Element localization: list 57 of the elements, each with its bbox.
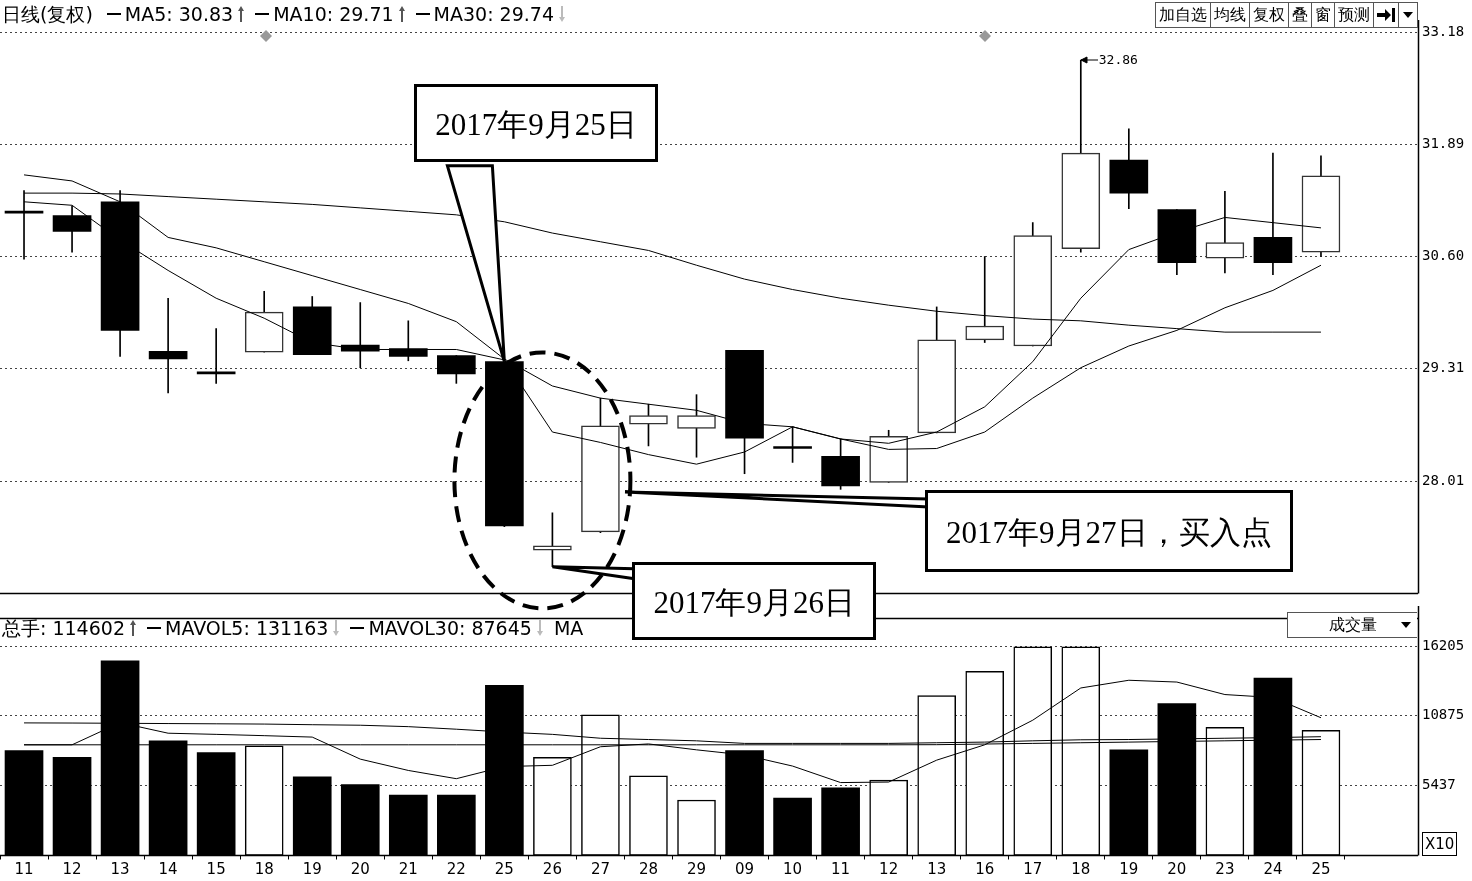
x-tick-label: 18 [254,860,274,879]
annotation: 成交量 [1329,614,1377,636]
text: 复权 [1249,2,1288,28]
chart-title: 总手: 114602 [2,616,125,640]
y-tick-label: 30.60 [1422,247,1465,264]
x-tick-label: 11 [831,860,851,879]
legend-label: MAVOL5: 131163 [164,616,329,640]
unit-field: X10 [1422,832,1458,856]
x-tick-label: 17 [1023,860,1043,879]
x-tick-label: 14 [158,860,178,879]
x-tick-label: 22 [446,860,466,879]
text: 均线 [1210,2,1249,28]
legend-label: MA5: 30.83 [124,2,234,26]
x-tick-label: 19 [302,860,322,879]
text: 加自选 [1155,2,1210,28]
text: 窗 [1311,2,1334,28]
x-tick-label: 19 [1119,860,1139,879]
x-tick-label: 23 [1215,860,1235,879]
legend-label: MA10: 29.71 [273,2,394,26]
x-tick-label: 20 [350,860,370,879]
annotation: 2017年9月27日，买入点 [925,490,1293,572]
x-tick-label: 11 [14,860,34,879]
y-tick-label: 29.31 [1422,359,1465,376]
x-tick-label: 13 [927,860,947,879]
x-tick-label: 18 [1071,860,1091,879]
x-tick-label: 25 [494,860,514,879]
legend-label: MA30: 29.74 [433,2,554,26]
y-tick-label: 33.18 [1422,23,1465,40]
x-tick-label: 29 [686,860,707,879]
y-tick-label: 16205 [1422,637,1465,654]
x-tick-label: 10 [783,860,803,879]
annotation: MA [553,616,584,640]
x-tick-label: 27 [590,860,610,879]
text: 叠 [1288,2,1311,28]
x-tick-label: 25 [1311,860,1331,879]
dropdown-field: 成交量 [1287,612,1417,638]
x-tick-label: 21 [398,860,418,879]
x-tick-label: 16 [975,860,995,879]
x-tick-label: 09 [735,860,755,879]
y-tick-label: 10875 [1422,706,1465,723]
chart-title: 日线(复权) [2,2,93,26]
annotation: 32.86 [1098,51,1138,70]
x-tick-label: 20 [1167,860,1187,879]
text: 预测 [1334,2,1373,28]
y-tick-label: 31.89 [1422,135,1465,152]
x-tick-label: 28 [638,860,659,879]
x-tick-label: 15 [206,860,226,879]
x-tick-label: 12 [62,860,82,879]
x-tick-label: 13 [110,860,130,879]
x-tick-label: 26 [542,860,562,879]
y-tick-label: 5437 [1422,776,1456,793]
x-tick-label: 12 [879,860,899,879]
y-tick-label: 28.01 [1422,472,1465,489]
x-tick-label: 24 [1263,860,1283,879]
annotation: 2017年9月25日 [414,83,658,162]
annotation: 2017年9月26日 [632,561,876,640]
legend-label: MAVOL30: 87645 [368,616,532,640]
